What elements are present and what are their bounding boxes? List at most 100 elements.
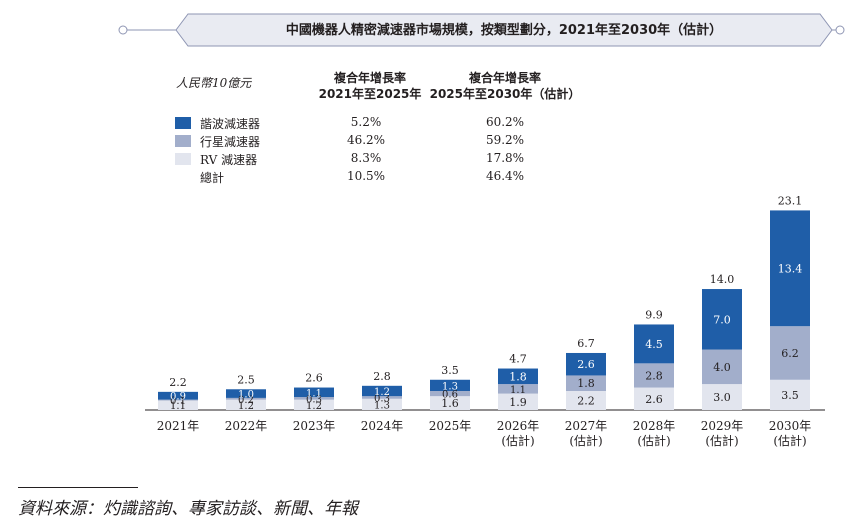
- cagr-header-2021-2025-line2: 2021年至2025年: [318, 87, 422, 101]
- data-label-harmonic: 7.0: [713, 313, 731, 326]
- total-label: 2.5: [237, 373, 255, 386]
- data-label-planetary: 2.8: [645, 369, 663, 382]
- legend-label-planetary: 行星減速器: [200, 135, 261, 149]
- bar-planetary: [498, 384, 538, 394]
- data-label-rv: 1.9: [509, 396, 527, 409]
- total-label: 3.5: [441, 364, 459, 377]
- bar-planetary: [566, 375, 606, 391]
- bar-harmonic: [498, 368, 538, 385]
- data-label-planetary: 0.3: [374, 393, 390, 404]
- data-label-rv: 1.6: [441, 397, 459, 410]
- data-label-rv: 3.0: [713, 391, 731, 404]
- cagr-header-2025-2030: 複合年增長率 2025年至2030年（估計）: [425, 70, 585, 102]
- data-label-rv: 3.5: [781, 389, 799, 402]
- data-label-planetary: 0.1: [170, 396, 186, 407]
- data-label-rv: 1.3: [374, 400, 390, 411]
- x-tick-label: (估計): [501, 433, 534, 448]
- total-label: 2.6: [305, 372, 323, 385]
- x-tick-label: 2024年: [361, 419, 404, 433]
- legend-label-total: 總計: [200, 171, 225, 185]
- chart-title: 中國機器人精密減速器市場規模，按類型劃分，2021年至2030年（估計）: [285, 23, 723, 38]
- source-divider: [18, 487, 138, 488]
- source-note: 資料來源：灼識諮詢、專家訪談、新聞、年報: [18, 499, 358, 519]
- data-label-planetary: 4.0: [713, 361, 731, 374]
- bar-harmonic: [634, 324, 674, 364]
- x-tick-label: 2026年: [497, 419, 540, 433]
- bar-planetary: [430, 390, 470, 397]
- data-label-planetary: 0.6: [442, 390, 458, 401]
- unit-label: 人民幣10億元: [176, 76, 252, 90]
- bar-harmonic: [702, 289, 742, 350]
- data-label-harmonic: 1.2: [374, 387, 390, 398]
- data-label-rv: 1.1: [170, 401, 186, 412]
- x-tick-label: 2030年: [769, 419, 812, 433]
- total-label: 4.7: [509, 353, 527, 366]
- bar-rv: [226, 399, 266, 410]
- bar-harmonic: [770, 210, 810, 327]
- bar-harmonic: [226, 389, 266, 398]
- bar-rv: [770, 379, 810, 410]
- bar-rv: [702, 384, 742, 410]
- legend-swatch-harmonic: [175, 117, 191, 129]
- data-label-harmonic: 0.9: [170, 392, 186, 403]
- stacked-bar-chart: 1.10.10.92.22021年1.20.21.02.52022年1.20.3…: [145, 194, 825, 448]
- legend-label-rv: RV 減速器: [200, 153, 258, 167]
- legend-cagr2-harmonic: 60.2%: [485, 115, 525, 129]
- data-label-planetary: 6.2: [781, 347, 799, 360]
- bar-rv: [498, 393, 538, 410]
- legend-cagr2-rv: 17.8%: [485, 151, 525, 165]
- bar-harmonic: [362, 385, 402, 397]
- bar-planetary: [362, 396, 402, 399]
- data-label-harmonic: 1.3: [442, 381, 458, 392]
- x-tick-label: (估計): [637, 433, 670, 448]
- legend-cagr1-total: 10.5%: [346, 169, 386, 183]
- legend-swatch-rv: [175, 153, 191, 165]
- bar-rv: [430, 396, 470, 410]
- data-label-planetary: 0.3: [306, 394, 322, 405]
- bar-rv: [362, 398, 402, 410]
- total-label: 2.2: [169, 376, 187, 389]
- data-label-harmonic: 1.8: [509, 370, 527, 383]
- x-tick-label: (估計): [569, 433, 602, 448]
- bar-planetary: [226, 397, 266, 400]
- total-label: 14.0: [710, 273, 735, 286]
- total-label: 2.8: [373, 370, 391, 383]
- legend-cagr1-harmonic: 5.2%: [350, 115, 382, 129]
- bar-rv: [294, 399, 334, 410]
- bar-planetary: [770, 326, 810, 380]
- data-label-planetary: 1.8: [577, 377, 595, 390]
- x-tick-label: 2028年: [633, 419, 676, 433]
- title-banner: [118, 13, 845, 47]
- bar-rv: [634, 387, 674, 410]
- data-label-rv: 2.6: [645, 393, 663, 406]
- x-tick-label: 2029年: [701, 419, 744, 433]
- bar-harmonic: [430, 379, 470, 391]
- bar-rv: [566, 390, 606, 410]
- total-label: 9.9: [645, 308, 663, 321]
- bar-rv: [158, 400, 198, 410]
- legend-label-harmonic: 諧波減速器: [200, 117, 261, 131]
- x-tick-label: 2027年: [565, 419, 608, 433]
- cagr-header-2025-2030-line1: 複合年增長率: [468, 71, 541, 85]
- data-label-rv: 1.2: [306, 401, 322, 412]
- data-label-rv: 2.2: [577, 394, 595, 407]
- bar-harmonic: [294, 387, 334, 398]
- data-label-harmonic: 1.1: [306, 388, 322, 399]
- bar-planetary: [158, 399, 198, 401]
- legend-cagr2-planetary: 59.2%: [485, 133, 525, 147]
- data-label-harmonic: 2.6: [577, 358, 595, 371]
- data-label-rv: 1.2: [238, 401, 254, 412]
- legend-cagr2-total: 46.4%: [485, 169, 525, 183]
- bar-planetary: [702, 349, 742, 385]
- bar-harmonic: [566, 352, 606, 376]
- legend-cagr1-rv: 8.3%: [350, 151, 382, 165]
- x-tick-label: 2021年: [157, 419, 200, 433]
- cagr-header-2025-2030-line2: 2025年至2030年（估計）: [429, 87, 581, 101]
- bar-planetary: [634, 363, 674, 388]
- x-tick-label: (估計): [773, 433, 806, 448]
- data-label-harmonic: 13.4: [778, 262, 803, 275]
- cagr-header-2021-2025-line1: 複合年增長率: [333, 71, 406, 85]
- bar-harmonic: [158, 391, 198, 400]
- legend-swatch-planetary: [175, 135, 191, 147]
- total-label: 6.7: [577, 337, 595, 350]
